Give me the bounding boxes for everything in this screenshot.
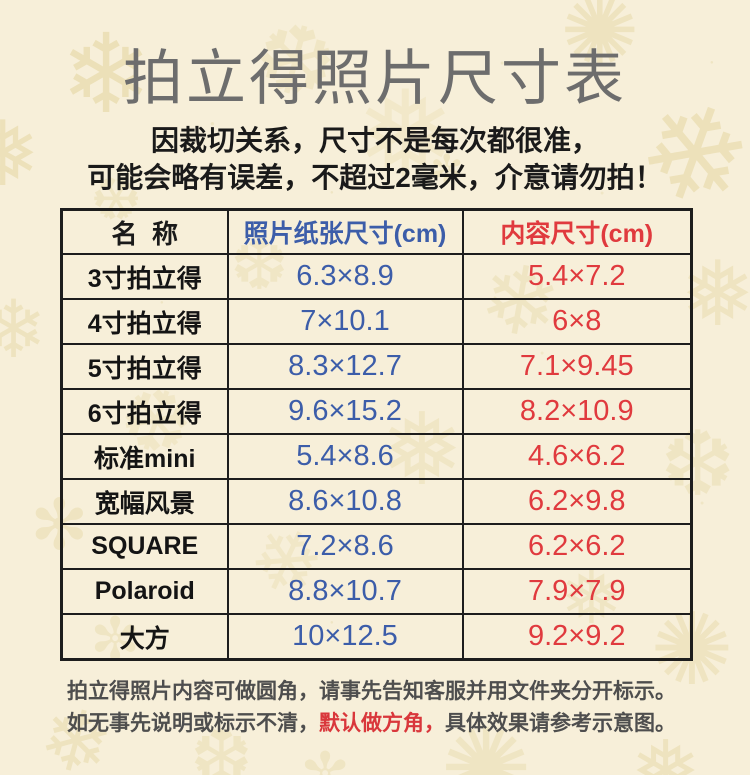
table-row: 3寸拍立得 6.3×8.9 5.4×7.2 — [60, 253, 693, 300]
footer-line-2-red-highlight: 默认做方角， — [319, 712, 445, 735]
row-content-size: 5.4×7.2 — [461, 253, 693, 300]
disclaimer-text: 因裁切关系，尺寸不是每次都很准， 可能会略有误差，不超过2毫米，介意请勿拍！ — [0, 122, 750, 196]
row-content-size: 4.6×6.2 — [461, 433, 693, 480]
row-name: SQUARE — [60, 523, 229, 570]
table-row: 6寸拍立得 9.6×15.2 8.2×10.9 — [60, 388, 693, 435]
footer-line-2-text: 如无事先说明或标示不清， — [67, 712, 319, 735]
row-name: 3寸拍立得 — [60, 253, 229, 300]
row-paper-size: 7.2×8.6 — [226, 523, 464, 570]
row-name: 5寸拍立得 — [60, 343, 229, 390]
row-content-size: 6.2×9.8 — [461, 478, 693, 525]
disclaimer-line-1: 因裁切关系，尺寸不是每次都很准， — [150, 125, 599, 156]
row-paper-size: 8.6×10.8 — [226, 478, 464, 525]
row-content-size: 7.1×9.45 — [461, 343, 693, 390]
table-header-row: 名 称 照片纸张尺寸(cm) 内容尺寸(cm) — [60, 208, 693, 255]
row-content-size: 9.2×9.2 — [461, 613, 693, 661]
row-name: 大方 — [60, 613, 229, 661]
footer-line-2: 如无事先说明或标示不清，默认做方角，具体效果请参考示意图。 — [67, 708, 687, 740]
row-name: 6寸拍立得 — [60, 388, 229, 435]
column-header-content-size: 内容尺寸(cm) — [461, 208, 693, 255]
column-header-name: 名 称 — [60, 208, 229, 255]
row-paper-size: 7×10.1 — [226, 298, 464, 345]
footer-line-1: 拍立得照片内容可做圆角，请事先告知客服并用文件夹分开标示。 — [67, 680, 676, 703]
footer-note: 拍立得照片内容可做圆角，请事先告知客服并用文件夹分开标示。 如无事先说明或标示不… — [67, 676, 687, 740]
row-name: 宽幅风景 — [60, 478, 229, 525]
row-name: 4寸拍立得 — [60, 298, 229, 345]
table-row: 4寸拍立得 7×10.1 6×8 — [60, 298, 693, 345]
row-content-size: 6.2×6.2 — [461, 523, 693, 570]
row-paper-size: 8.3×12.7 — [226, 343, 464, 390]
row-paper-size: 5.4×8.6 — [226, 433, 464, 480]
table-row: SQUARE 7.2×8.6 6.2×6.2 — [60, 523, 693, 570]
table-row: 大方 10×12.5 9.2×9.2 — [60, 613, 693, 661]
row-content-size: 6×8 — [461, 298, 693, 345]
row-name: Polaroid — [60, 568, 229, 615]
row-paper-size: 9.6×15.2 — [226, 388, 464, 435]
table-row: 标准mini 5.4×8.6 4.6×6.2 — [60, 433, 693, 480]
disclaimer-line-2: 可能会略有误差，不超过2毫米，介意请勿拍！ — [87, 162, 663, 193]
row-paper-size: 6.3×8.9 — [226, 253, 464, 300]
row-name: 标准mini — [60, 433, 229, 480]
page-title: 拍立得照片尺寸表 — [123, 45, 627, 112]
row-content-size: 8.2×10.9 — [461, 388, 693, 435]
table-row: 5寸拍立得 8.3×12.7 7.1×9.45 — [60, 343, 693, 390]
row-paper-size: 8.8×10.7 — [226, 568, 464, 615]
size-table: 名 称 照片纸张尺寸(cm) 内容尺寸(cm) 3寸拍立得 6.3×8.9 5.… — [60, 208, 693, 661]
column-header-paper-size: 照片纸张尺寸(cm) — [226, 208, 464, 255]
row-paper-size: 10×12.5 — [226, 613, 464, 661]
row-content-size: 7.9×7.9 — [461, 568, 693, 615]
table-row: 宽幅风景 8.6×10.8 6.2×9.8 — [60, 478, 693, 525]
table-row: Polaroid 8.8×10.7 7.9×7.9 — [60, 568, 693, 615]
footer-line-2-text-end: 具体效果请参考示意图。 — [445, 712, 676, 735]
